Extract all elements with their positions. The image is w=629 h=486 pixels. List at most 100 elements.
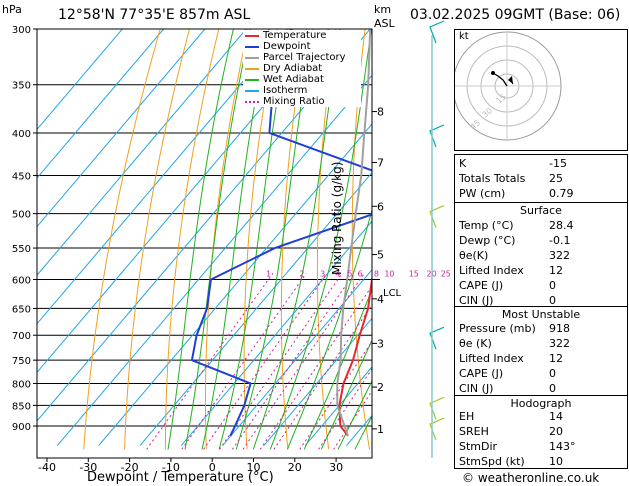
wet-adiabat-line <box>167 29 234 450</box>
wet-adiabat-line <box>337 379 372 450</box>
stat-label: Dewp (°C) <box>459 234 516 247</box>
km-tick-label: 3 <box>377 337 384 350</box>
isotherm-line <box>37 29 206 228</box>
stat-value: 14 <box>549 410 563 423</box>
stat-label: CAPE (J) <box>459 367 504 380</box>
temperature-line <box>338 274 372 437</box>
legend-swatch <box>245 57 259 59</box>
stat-row: CIN (J) 0 <box>459 294 623 309</box>
stat-row: θe (K) 322 <box>459 337 623 352</box>
stat-label: Lifted Index <box>459 352 524 365</box>
wet-adiabat-line <box>269 29 372 450</box>
km-tick-label: 2 <box>377 381 384 394</box>
mixing-ratio-line <box>242 273 365 450</box>
hodo-point <box>491 71 495 75</box>
stat-label: CAPE (J) <box>459 279 504 292</box>
legend-label: Isotherm <box>263 85 308 96</box>
lcl-label: LCL <box>383 288 402 299</box>
mixing-ratio-label: 2 <box>299 270 304 279</box>
hodo-ring-label: 45 <box>469 118 483 131</box>
wind-barb <box>429 124 445 148</box>
mixing-ratio-label: 25 <box>441 270 451 279</box>
stat-label: StmSpd (kt) <box>459 455 525 468</box>
wind-barb <box>429 205 445 228</box>
stat-value: -0.1 <box>549 234 571 247</box>
stat-value: 322 <box>549 337 570 350</box>
mixing-ratio-line <box>231 273 355 450</box>
pressure-tick-label: 500 <box>12 210 31 221</box>
mixing-ratio-label: 4 <box>335 270 340 279</box>
y-axis-label-right: Mixing Ratio (g/kg) <box>330 161 344 275</box>
pressure-tick-label: 350 <box>12 81 31 92</box>
stat-label: K <box>459 157 467 170</box>
stat-value: 0 <box>549 279 556 292</box>
dewpoint-line <box>190 29 372 437</box>
stat-row: CAPE (J) 0 <box>459 367 623 382</box>
x-axis-label: Dewpoint / Temperature (°C) <box>87 470 274 485</box>
pressure-unit-label: hPa <box>2 3 22 16</box>
legend: Temperature Dewpoint Parcel Trajectory Dry … <box>243 30 361 107</box>
stat-value: -15 <box>549 157 567 170</box>
stat-row: CAPE (J) 0 <box>459 279 623 294</box>
stat-value: 0 <box>549 382 556 395</box>
stat-value: 28.4 <box>549 219 574 232</box>
dry-adiabat-line <box>124 29 191 450</box>
stat-row: Totals Totals 25 <box>459 172 623 187</box>
storm-motion-arrow <box>508 76 513 84</box>
stat-value: 322 <box>549 249 570 262</box>
stat-label: CIN (J) <box>459 382 494 395</box>
stat-row: StmSpd (kt) 10 <box>459 455 623 470</box>
legend-swatch <box>245 90 259 92</box>
legend-label: Wet Adiabat <box>263 74 324 85</box>
stat-value: 0 <box>549 294 556 307</box>
mixing-ratio-label: 3 <box>320 270 325 279</box>
km-tick-label: 6 <box>377 200 384 213</box>
stat-label: θe (K) <box>459 337 492 350</box>
stat-row: Temp (°C) 28.4 <box>459 219 623 234</box>
legend-item: Wet Adiabat <box>243 74 361 85</box>
most-unstable-title: Most Unstable <box>501 308 581 321</box>
legend-item: Parcel Trajectory <box>243 52 361 63</box>
legend-label: Dewpoint <box>263 41 311 52</box>
wet-adiabat-line <box>320 338 372 450</box>
stat-label: Lifted Index <box>459 264 524 277</box>
wind-barb <box>429 326 445 350</box>
stat-row: Pressure (mb) 918 <box>459 322 623 337</box>
wet-adiabat-line <box>286 208 372 450</box>
legend-label: Temperature <box>263 30 327 41</box>
wind-barb <box>429 396 445 420</box>
pressure-tick-label: 300 <box>12 25 31 36</box>
legend-item: Dewpoint <box>243 41 361 52</box>
pressure-tick-label: 450 <box>12 172 31 183</box>
stat-label: Totals Totals <box>459 172 526 185</box>
stat-value: 918 <box>549 322 570 335</box>
km-label: km <box>374 3 392 16</box>
pressure-tick-label: 850 <box>12 401 31 412</box>
pressure-tick-label: 650 <box>12 304 31 315</box>
stat-label: CIN (J) <box>459 294 494 307</box>
temperature-tick-label: 0 <box>209 461 216 474</box>
isotherm-line <box>222 268 372 446</box>
mixing-ratio-label: 8 <box>374 270 379 279</box>
wet-adiabat-line <box>235 29 314 450</box>
stat-value: 20 <box>549 425 563 438</box>
km-tick-label: 8 <box>377 106 384 119</box>
stat-value: 10 <box>549 455 563 468</box>
datetime-title: 03.02.2025 09GMT (Base: 06) <box>410 7 621 23</box>
isotherm-line <box>304 366 372 446</box>
surface-panel: Surface Temp (°C) 28.4 Dewp (°C) -0.1 θe(K) 3… <box>454 202 628 309</box>
mixing-ratio-line <box>203 273 328 450</box>
dry-adiabat-line <box>83 29 161 450</box>
km-tick-label: 1 <box>377 423 384 436</box>
stat-row: Lifted Index 12 <box>459 352 623 367</box>
pressure-tick-label: 750 <box>12 356 31 367</box>
stat-value: 0.79 <box>549 187 574 200</box>
mixing-ratio-label: 15 <box>409 270 419 279</box>
indices-panel: K -15 Totals Totals 25 PW (cm) 0.79 <box>454 154 628 205</box>
temperature-tick-label: -30 <box>79 461 97 474</box>
hodograph-stats-panel: Hodograph EH 14 SREH 20 StmDir 143° StmSpd (kt… <box>454 395 628 469</box>
stat-label: Temp (°C) <box>459 219 514 232</box>
mixing-ratio-label: 5 <box>347 270 352 279</box>
legend-label: Dry Adiabat <box>263 63 323 74</box>
temperature-tick-label: 20 <box>288 461 302 474</box>
